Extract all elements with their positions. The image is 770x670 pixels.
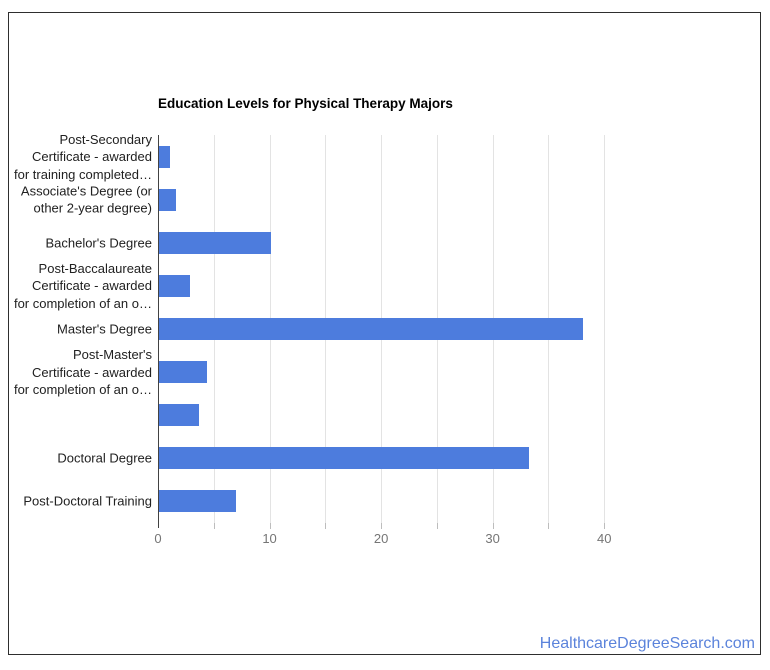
bar[interactable] — [159, 490, 236, 513]
category-label: Post-Secondary Certificate - awarded for t… — [4, 130, 152, 183]
bar[interactable] — [159, 404, 200, 427]
category-label-line: Associate's Degree (or — [20, 183, 152, 199]
plot-area — [158, 135, 660, 529]
watermark-link[interactable]: HealthcareDegreeSearch.com — [539, 635, 755, 652]
x-tick-label: 10 — [262, 531, 277, 546]
x-tick-label: 30 — [485, 531, 500, 546]
category-label: Bachelor's Degree — [4, 234, 152, 252]
bar[interactable] — [159, 145, 171, 168]
category-label-line: Post-Master's — [72, 346, 152, 362]
category-label-line: Certificate - awarded — [32, 278, 152, 294]
x-tick-label: 20 — [373, 531, 389, 546]
axis-tick — [269, 523, 271, 529]
category-label: Post-Master's Certificate - awarded for co… — [4, 346, 152, 399]
axis-tick — [548, 523, 550, 529]
category-label-line: for completion of an o… — [13, 295, 152, 311]
axis-tick — [381, 523, 383, 529]
category-label: Post-Doctoral Training — [4, 493, 152, 511]
category-label: Master's Degree — [4, 320, 152, 338]
y-axis-line — [158, 135, 159, 528]
category-label-line: for training completed… — [13, 166, 152, 182]
chart-title: Education Levels for Physical Therapy Ma… — [158, 96, 453, 111]
gridline — [604, 135, 606, 523]
axis-tick — [213, 523, 215, 529]
axis-tick — [492, 523, 494, 529]
category-label-line: Post-Baccalaureate — [38, 260, 152, 276]
axis-tick — [325, 523, 327, 529]
category-label-line: Certificate - awarded — [32, 364, 152, 380]
x-tick-label: 40 — [596, 531, 612, 546]
axis-tick — [604, 523, 606, 529]
category-label-line: Certificate - awarded — [32, 148, 152, 164]
x-tick-label: 0 — [154, 531, 162, 546]
category-label-line: other 2-year degree) — [33, 200, 152, 216]
category-label-line: Bachelor's Degree — [45, 235, 152, 251]
category-label-line: for completion of an o… — [13, 381, 152, 397]
bar[interactable] — [159, 231, 271, 254]
axis-tick — [436, 523, 438, 529]
bar[interactable] — [159, 361, 207, 384]
bar[interactable] — [159, 447, 530, 470]
category-label-line: Master's Degree — [57, 321, 152, 337]
category-label-line: Doctoral Degree — [57, 450, 152, 466]
bar[interactable] — [159, 274, 191, 297]
category-label: Doctoral Degree — [4, 450, 152, 468]
category-label-line: Post-Doctoral Training — [23, 493, 152, 509]
category-label-line: Post-Secondary — [59, 131, 153, 147]
category-label: Associate's Degree (or other 2-year degre… — [4, 182, 152, 217]
bar[interactable] — [159, 188, 176, 211]
bar[interactable] — [159, 318, 583, 340]
category-label: Post-Baccalaureate Certificate - awarded f… — [4, 260, 152, 313]
